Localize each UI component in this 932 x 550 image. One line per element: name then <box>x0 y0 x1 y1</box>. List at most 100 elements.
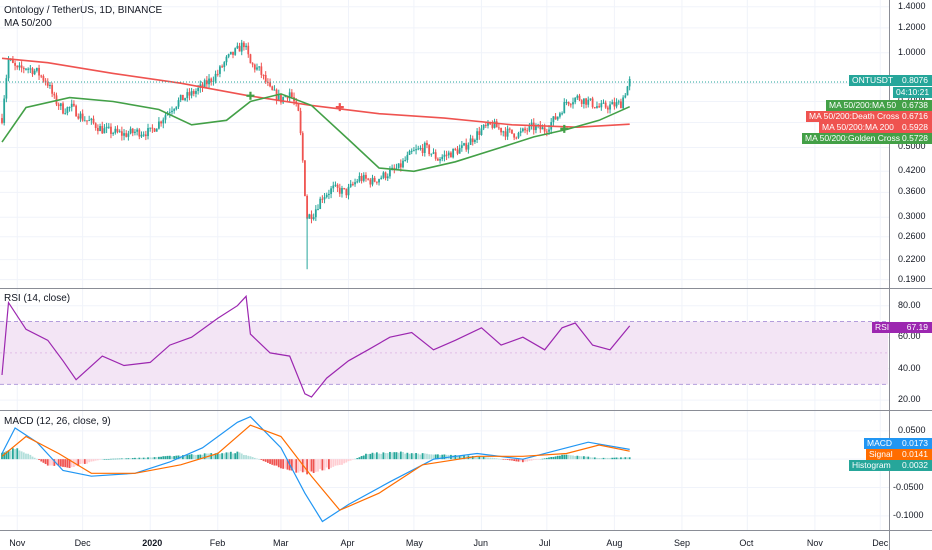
candle[interactable] <box>308 213 311 219</box>
candle[interactable] <box>482 124 485 131</box>
candle[interactable] <box>5 74 8 103</box>
candle[interactable] <box>96 124 99 135</box>
candle[interactable] <box>258 66 261 71</box>
candle[interactable] <box>14 60 16 71</box>
candle[interactable] <box>68 106 71 112</box>
candle[interactable] <box>59 102 62 111</box>
candle[interactable] <box>277 89 280 102</box>
candle[interactable] <box>604 100 607 109</box>
candle[interactable] <box>177 97 180 109</box>
candle[interactable] <box>260 62 263 79</box>
candle[interactable] <box>38 64 40 80</box>
candle[interactable] <box>162 117 165 129</box>
candle[interactable] <box>497 123 500 131</box>
candle[interactable] <box>491 120 494 130</box>
candle[interactable] <box>125 130 128 138</box>
candle[interactable] <box>66 106 69 116</box>
candle[interactable] <box>18 62 21 71</box>
candle[interactable] <box>526 127 529 135</box>
candle[interactable] <box>530 119 533 130</box>
candle[interactable] <box>397 163 400 169</box>
candle[interactable] <box>561 111 563 116</box>
candle[interactable] <box>319 196 322 210</box>
death-cross-marker[interactable] <box>335 103 344 112</box>
candle[interactable] <box>622 95 625 111</box>
candle[interactable] <box>602 99 605 104</box>
candle[interactable] <box>402 158 404 169</box>
candle[interactable] <box>443 150 446 162</box>
candle[interactable] <box>432 148 435 155</box>
candle[interactable] <box>624 93 627 99</box>
candle[interactable] <box>613 97 616 110</box>
candle[interactable] <box>127 130 130 141</box>
candle[interactable] <box>90 117 93 125</box>
candle[interactable] <box>539 120 542 133</box>
candle[interactable] <box>565 99 568 106</box>
candle[interactable] <box>103 124 106 134</box>
signal-line[interactable] <box>1 424 630 511</box>
candle[interactable] <box>203 78 206 88</box>
candle[interactable] <box>99 123 101 132</box>
candle[interactable] <box>556 116 559 121</box>
candle[interactable] <box>301 131 304 163</box>
candle[interactable] <box>175 106 178 111</box>
candle[interactable] <box>236 42 239 50</box>
candle[interactable] <box>317 204 319 211</box>
macd-indicator-label[interactable]: MACD (12, 26, close, 9) <box>4 416 111 427</box>
candle[interactable] <box>476 128 479 144</box>
candle[interactable] <box>574 97 577 105</box>
candle[interactable] <box>140 131 143 138</box>
candle[interactable] <box>264 71 267 84</box>
candle[interactable] <box>219 65 221 78</box>
candle[interactable] <box>181 94 184 101</box>
candle[interactable] <box>410 148 413 155</box>
candle[interactable] <box>508 127 511 133</box>
candle[interactable] <box>16 65 19 70</box>
candle[interactable] <box>467 142 470 154</box>
candle[interactable] <box>500 127 502 136</box>
symbol-title[interactable]: Ontology / TetherUS, 1D, BINANCE <box>4 5 163 16</box>
candle[interactable] <box>33 68 36 76</box>
candle[interactable] <box>343 187 346 190</box>
candle[interactable] <box>245 43 247 50</box>
candle[interactable] <box>249 53 252 64</box>
candle[interactable] <box>323 192 326 204</box>
candle[interactable] <box>101 121 104 134</box>
candle[interactable] <box>210 77 213 86</box>
candle[interactable] <box>35 67 38 73</box>
candle[interactable] <box>545 128 548 137</box>
candle[interactable] <box>46 78 49 89</box>
candle[interactable] <box>269 78 271 88</box>
candle[interactable] <box>559 111 561 119</box>
candle[interactable] <box>256 63 258 71</box>
candle[interactable] <box>563 98 566 114</box>
candle[interactable] <box>297 102 300 112</box>
candle[interactable] <box>502 130 505 137</box>
candle[interactable] <box>367 177 370 181</box>
candle[interactable] <box>369 177 372 188</box>
candle[interactable] <box>25 68 27 71</box>
candle[interactable] <box>480 125 483 136</box>
candle[interactable] <box>620 98 622 109</box>
candle[interactable] <box>358 172 361 183</box>
candle[interactable] <box>77 113 80 120</box>
candle[interactable] <box>212 76 215 86</box>
candle[interactable] <box>221 64 224 68</box>
candle[interactable] <box>42 74 45 83</box>
candle[interactable] <box>147 123 149 140</box>
candle[interactable] <box>417 145 420 151</box>
candle[interactable] <box>243 41 245 51</box>
candle[interactable] <box>519 127 522 137</box>
rsi-indicator-label[interactable]: RSI (14, close) <box>4 293 71 304</box>
candle[interactable] <box>273 85 276 91</box>
candle[interactable] <box>412 147 415 152</box>
candle[interactable] <box>73 100 75 107</box>
ma50-line[interactable] <box>1 93 631 173</box>
candle[interactable] <box>460 140 463 152</box>
candle[interactable] <box>160 120 162 127</box>
candle[interactable] <box>365 172 367 182</box>
candle[interactable] <box>471 135 474 146</box>
candle[interactable] <box>129 126 132 135</box>
candle[interactable] <box>184 97 186 102</box>
candle[interactable] <box>112 131 115 136</box>
